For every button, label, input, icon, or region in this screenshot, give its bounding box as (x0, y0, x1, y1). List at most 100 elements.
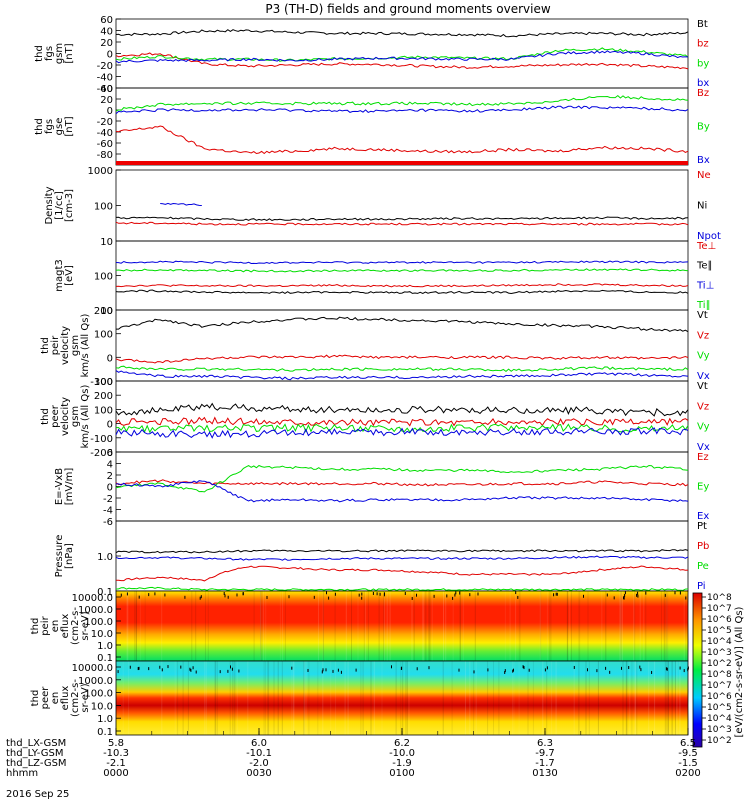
spectrogram-stripe (318, 591, 319, 661)
legend-entry: Bz (697, 88, 709, 99)
spectrogram-gap (180, 665, 182, 669)
y-tick-label: -100 (90, 377, 113, 388)
colorbar-tick-label: 10^5 (707, 626, 732, 636)
spectrogram-gap (355, 668, 357, 672)
spectrogram-stripe (281, 661, 283, 735)
spectrogram-gap (126, 592, 128, 596)
spectrogram-gap (148, 667, 150, 671)
spectrogram-gap (138, 595, 140, 599)
panel-5: 200 100 0 -100 thd peir velocity gsm km/s (All Q… (40, 306, 710, 388)
spectrogram-stripe (267, 661, 268, 735)
spectrogram-gap (452, 596, 454, 600)
spectrogram-gap (523, 666, 525, 670)
legend-entry: Pe (697, 561, 709, 572)
spectrogram-gap (358, 593, 360, 597)
spectrogram-gap (613, 596, 615, 600)
colorbar-label: [eV/(cm2-s-sr-eV)] (All Qs) (734, 606, 745, 737)
spectrogram-stripe (378, 591, 380, 661)
spectrogram-stripe (539, 591, 541, 661)
y-axis-label: thd (34, 45, 45, 62)
spectrogram-stripe (664, 661, 666, 735)
spectrogram-stripe (429, 591, 430, 661)
spectrogram-gap (164, 593, 166, 597)
spectrogram-stripe (498, 661, 500, 735)
spectrogram-stripe (648, 661, 650, 735)
spectrogram-stripe (585, 661, 587, 735)
x-tick-label: 6.5 (680, 738, 696, 749)
spectrogram-gap (361, 596, 363, 600)
spectrogram-stripe (260, 591, 262, 661)
spectrogram-stripe (370, 661, 372, 735)
legend-entry: Ex (697, 511, 709, 522)
spectrogram-gap (687, 666, 689, 670)
y-tick-label: 300 (94, 377, 113, 388)
y-tick-label: 10.0 (91, 701, 113, 712)
series-line-Bt (115, 29, 689, 38)
spectrogram-stripe (395, 661, 397, 735)
spectrogram-gap (522, 665, 524, 669)
y-tick-label: 10 (100, 237, 113, 248)
spectrogram-stripe (284, 591, 286, 661)
spectrogram-gap (372, 591, 374, 595)
y-axis-label: [mV/m] (64, 468, 75, 506)
legend-entry: Pb (697, 541, 709, 552)
spectrogram-gap (639, 665, 641, 669)
spectrogram-stripe (605, 591, 607, 661)
spectrogram-stripe (473, 661, 475, 735)
y-tick-label: 0.1 (97, 653, 113, 664)
spectrogram-gap (328, 596, 330, 600)
spectrogram-gap (288, 595, 290, 599)
spectrogram-stripe (308, 661, 310, 735)
series-line-Bz (115, 125, 689, 155)
panel-frame (115, 380, 689, 453)
y-tick-label: 0 (107, 106, 113, 117)
x-tick-label: -1.9 (392, 758, 412, 769)
panel-8: 1.0 0.1 Pressure [nPa] Pt Pb Pe Pi (54, 520, 709, 598)
y-tick-label: -6 (103, 517, 113, 528)
x-row-label: thd_LX-GSM (6, 738, 66, 749)
x-tick-label: 0000 (103, 768, 128, 779)
spectrogram-gap (230, 665, 231, 669)
spectrogram-gap (200, 595, 202, 599)
spectrogram-stripe (422, 591, 424, 661)
spectrogram-gap (219, 670, 221, 674)
spectrogram-gap (192, 666, 194, 670)
spectrogram-stripe (578, 661, 580, 735)
spectrogram-gap (679, 666, 681, 670)
y-tick-label: 100.0 (84, 617, 113, 628)
spectrogram-stripe (619, 591, 621, 661)
spectrogram-stripe (253, 591, 255, 661)
spectrogram-stripe (621, 591, 623, 661)
y-tick-label: 40 (100, 84, 113, 95)
spectrogram-gap (512, 669, 514, 673)
y-axis-label: km/s (All Qs) (80, 314, 91, 378)
spectrogram-gap (384, 592, 385, 596)
spectrogram-gap (321, 670, 323, 674)
spectrogram-stripe (665, 661, 667, 735)
series-line-Ti⊥ (115, 260, 689, 265)
spectrogram-gap (266, 595, 268, 599)
spectrogram-stripe (303, 661, 305, 735)
x-row-label: hhmm (6, 768, 38, 779)
spectrogram-gap (454, 593, 456, 597)
spectrogram-stripe (509, 591, 511, 661)
spectrogram-stripe (357, 591, 359, 661)
spectrogram-stripe (234, 661, 236, 735)
x-tick-label: -1.5 (678, 758, 698, 769)
y-tick-label: -40 (97, 128, 113, 139)
x-tick-label: -10.0 (389, 748, 415, 759)
y-tick-label: -4 (103, 506, 113, 517)
spectrogram-stripe (262, 591, 264, 661)
spectrogram-gap (154, 592, 156, 596)
legend-entry: Te⊥ (696, 241, 716, 252)
spectrogram-gap (322, 668, 324, 672)
spectrogram-gap (628, 666, 630, 670)
x-tick-label: -2.0 (249, 758, 269, 769)
y-axis-label: (cm2-s- (70, 679, 81, 717)
spectrogram-gap (120, 593, 122, 597)
spectrogram-stripe (135, 591, 137, 661)
colorbar-tick-label: 10^7 (707, 681, 732, 691)
y-tick-label: 1.0 (97, 714, 113, 725)
legend-entry: Pi (697, 581, 706, 592)
